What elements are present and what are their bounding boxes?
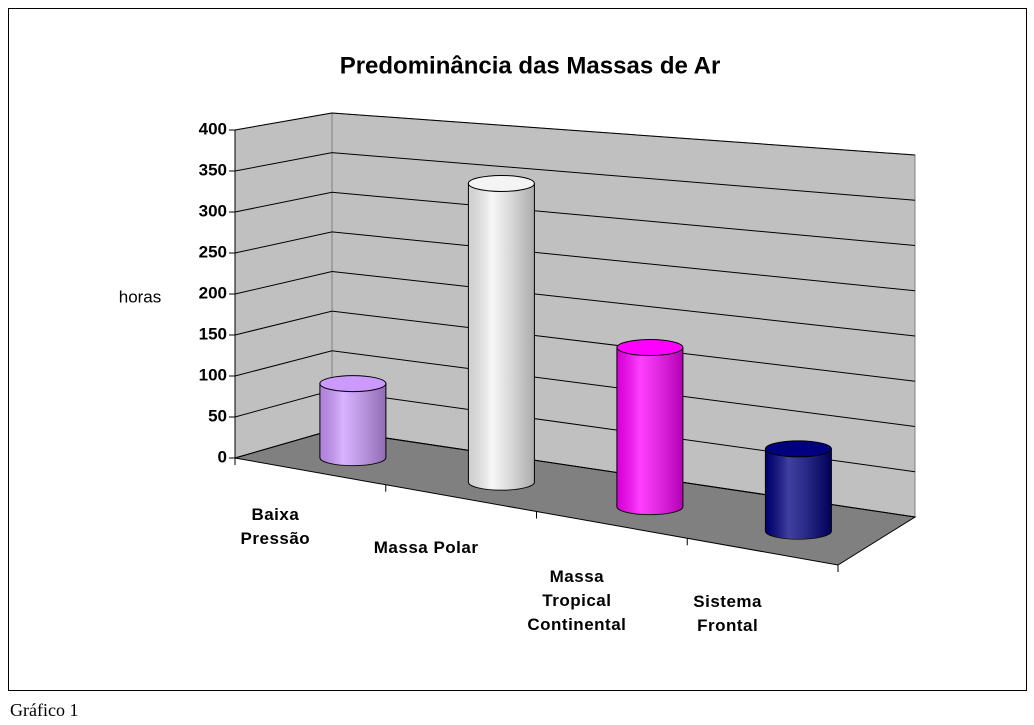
grid-line: [234, 152, 916, 201]
bar: [319, 375, 387, 467]
grid-line: [234, 270, 916, 337]
caption: Gráfico 1: [10, 700, 79, 720]
grid-line: [234, 231, 916, 292]
side-wall: [234, 112, 333, 459]
bar-shade: [468, 183, 535, 491]
x-tick-label: Massa Tropical Continental: [527, 566, 627, 634]
grid-line: [234, 310, 916, 382]
y-tick-label: 0: [218, 447, 227, 466]
bar-top: [616, 339, 684, 357]
y-axis-label: horas: [119, 287, 162, 306]
y-tick-label: 300: [199, 201, 227, 220]
bar: [467, 174, 535, 491]
bar: [616, 339, 684, 516]
y-tick-label: 200: [199, 283, 227, 302]
y-tick-label: 50: [208, 406, 227, 425]
grid-line: [234, 191, 916, 246]
y-tick-label: 100: [199, 365, 227, 384]
y-tick-label: 150: [199, 324, 227, 343]
chart-title: Predominância das Massas de Ar: [340, 52, 721, 79]
bar-top: [319, 375, 387, 393]
bar-shade: [765, 448, 832, 540]
x-tick-label: Massa Polar: [373, 538, 479, 558]
grid-line: [234, 112, 916, 156]
bar: [764, 440, 832, 540]
bar-top: [467, 174, 535, 192]
bar-top: [764, 440, 832, 458]
bar-shade: [319, 383, 386, 466]
bar-shade: [616, 347, 683, 515]
x-tick-label: Baixa Pressão: [240, 505, 311, 549]
grid-line: [234, 350, 916, 427]
y-tick-label: 350: [199, 160, 227, 179]
y-tick-label: 400: [199, 119, 227, 138]
x-tick-label: Sistema Frontal: [693, 591, 762, 635]
y-tick-label: 250: [199, 242, 227, 261]
